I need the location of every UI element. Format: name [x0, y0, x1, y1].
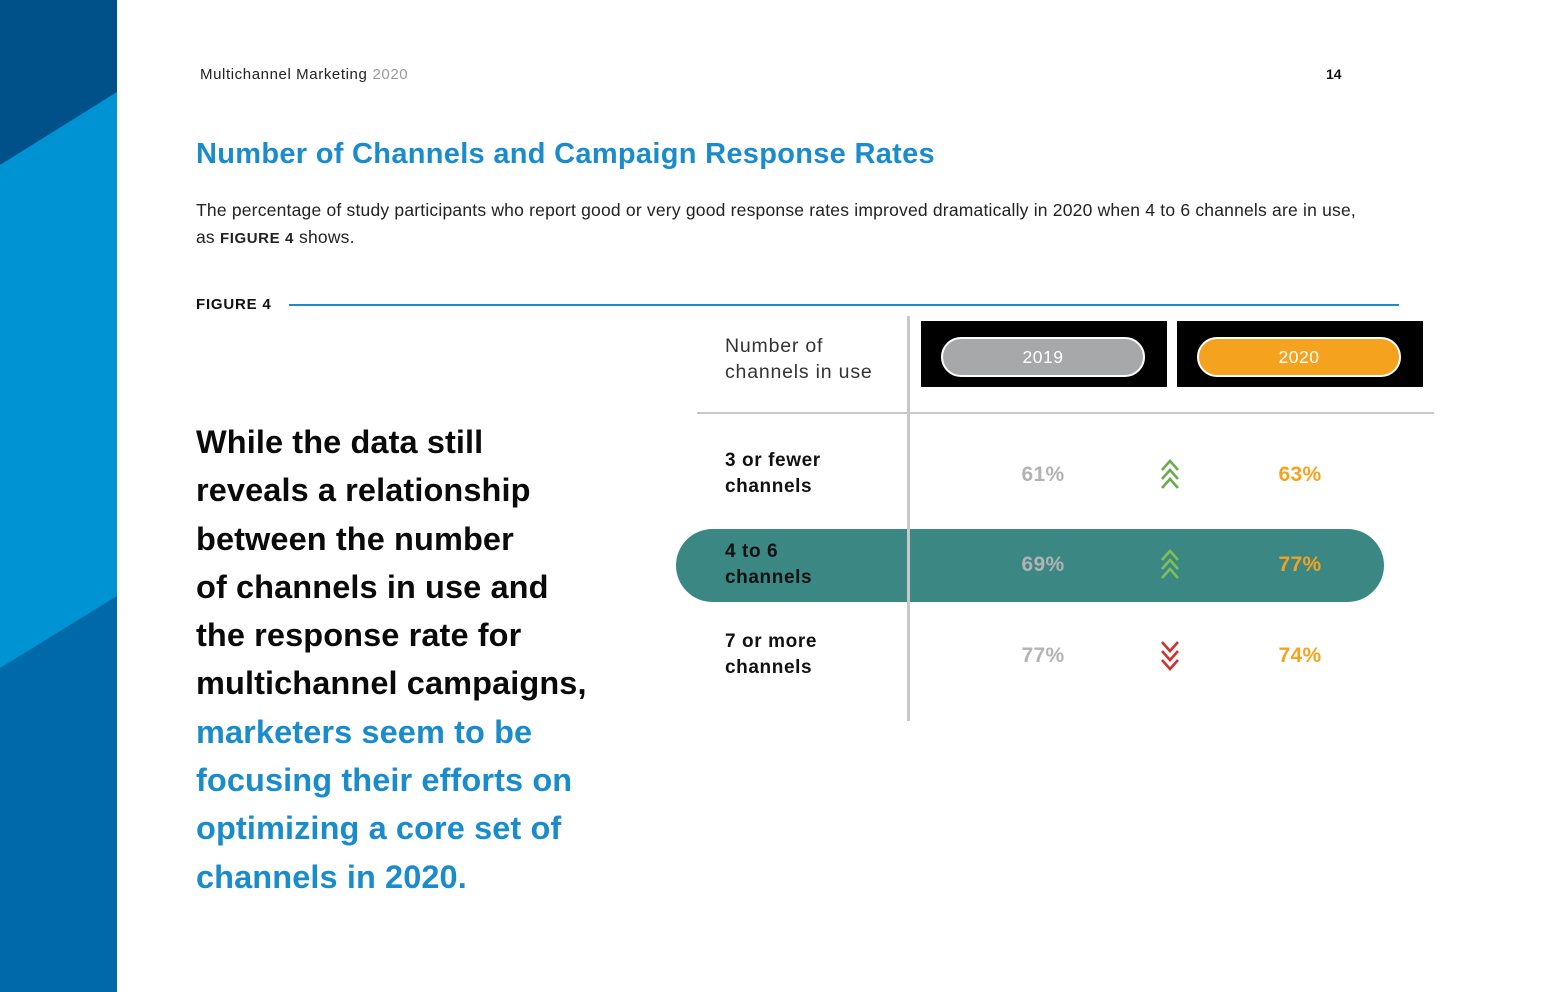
- trend-up-icon: [1161, 459, 1179, 489]
- pull-quote: While the data still reveals a relations…: [196, 418, 626, 901]
- year-header-2019: 2019: [921, 321, 1167, 387]
- document-year: 2020: [372, 66, 409, 83]
- figure-divider: [289, 304, 1399, 306]
- pull-quote-accent-line: marketers seem to be: [196, 713, 533, 750]
- column-header: Number of channels in use: [725, 333, 873, 385]
- year-pill-2020: 2020: [1197, 337, 1401, 377]
- row-label: 7 or more channels: [725, 629, 817, 681]
- intro-paragraph: The percentage of study participants who…: [196, 197, 1356, 252]
- table-vertical-divider: [907, 316, 910, 721]
- document-title: Multichannel Marketing 2020: [200, 66, 408, 83]
- pull-quote-line: reveals a relationship: [196, 472, 531, 509]
- row-label-line: 3 or fewer: [725, 450, 821, 471]
- value-2020: 74%: [1278, 644, 1322, 667]
- pull-quote-accent-line: focusing their efforts on: [196, 762, 573, 799]
- pull-quote-line: multichannel campaigns,: [196, 665, 587, 702]
- year-pill-2019: 2019: [941, 337, 1145, 377]
- value-2019: 61%: [1021, 463, 1065, 486]
- pull-quote-accent-line: channels in 2020.: [196, 858, 467, 895]
- row-label: 3 or fewer channels: [725, 448, 821, 500]
- value-2020: 63%: [1278, 463, 1322, 486]
- document-title-text: Multichannel Marketing: [200, 66, 368, 83]
- highlight-band: [676, 529, 1384, 602]
- column-header-line: Number of: [725, 335, 824, 357]
- intro-text-end: shows.: [293, 227, 355, 247]
- row-label-line: 4 to 6: [725, 541, 779, 562]
- value-2020: 77%: [1278, 553, 1322, 576]
- row-label-line: channels: [725, 476, 813, 497]
- table-header-divider: [697, 412, 1434, 414]
- figure-reference: FIGURE 4: [219, 230, 294, 247]
- pull-quote-line: of channels in use and: [196, 568, 549, 605]
- row-label-line: 7 or more: [725, 631, 817, 652]
- page-heading: Number of Channels and Campaign Response…: [196, 138, 935, 170]
- decorative-sidebar: [0, 0, 117, 992]
- page-number: 14: [1326, 66, 1342, 82]
- pull-quote-accent-line: optimizing a core set of: [196, 810, 562, 847]
- year-header-2020: 2020: [1177, 321, 1423, 387]
- row-label-line: channels: [725, 567, 813, 588]
- pull-quote-line: While the data still: [196, 424, 484, 460]
- value-2019: 77%: [1021, 644, 1065, 667]
- trend-up-icon: [1161, 549, 1179, 579]
- figure-label: FIGURE 4: [196, 296, 272, 313]
- row-label-line: channels: [725, 657, 813, 678]
- intro-text: The percentage of study participants who…: [196, 200, 1356, 247]
- row-label: 4 to 6 channels: [725, 539, 812, 591]
- pull-quote-line: between the number: [196, 520, 514, 557]
- column-header-line: channels in use: [725, 361, 873, 383]
- value-2019: 69%: [1021, 553, 1065, 576]
- trend-down-icon: [1161, 641, 1179, 671]
- pull-quote-line: the response rate for: [196, 617, 522, 654]
